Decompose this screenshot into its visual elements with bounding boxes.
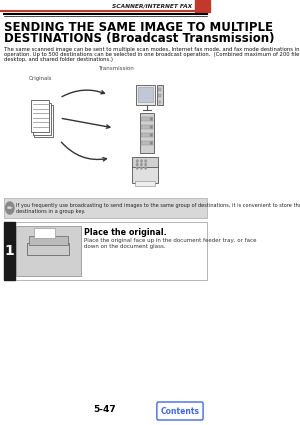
Text: The same scanned image can be sent to multiple scan modes, Internet fax mode, an: The same scanned image can be sent to mu…	[4, 47, 300, 52]
Text: DESTINATIONS (Broadcast Transmission): DESTINATIONS (Broadcast Transmission)	[4, 31, 275, 45]
FancyBboxPatch shape	[34, 105, 52, 137]
FancyBboxPatch shape	[158, 88, 161, 91]
Text: Contents: Contents	[160, 406, 200, 416]
Circle shape	[141, 160, 142, 162]
Text: Place the original.: Place the original.	[84, 228, 167, 237]
Circle shape	[145, 167, 146, 169]
Circle shape	[151, 142, 152, 144]
FancyBboxPatch shape	[142, 141, 153, 145]
Circle shape	[141, 164, 142, 165]
Text: 5-47: 5-47	[94, 405, 116, 414]
Circle shape	[151, 118, 152, 120]
FancyBboxPatch shape	[4, 222, 207, 280]
Circle shape	[136, 167, 138, 169]
Text: Place the original face up in the document feeder tray, or face: Place the original face up in the docume…	[84, 238, 256, 243]
FancyBboxPatch shape	[34, 228, 55, 238]
Text: Transmission: Transmission	[98, 65, 134, 71]
Circle shape	[141, 167, 142, 169]
Bar	[4, 222, 15, 280]
Text: ✏: ✏	[7, 205, 13, 211]
FancyBboxPatch shape	[142, 125, 153, 129]
Circle shape	[145, 160, 146, 162]
FancyBboxPatch shape	[31, 100, 49, 132]
FancyBboxPatch shape	[27, 243, 69, 255]
FancyBboxPatch shape	[16, 226, 80, 276]
Circle shape	[136, 164, 138, 165]
Text: desktop, and shared folder destinations.): desktop, and shared folder destinations.…	[4, 57, 113, 62]
FancyBboxPatch shape	[142, 133, 153, 137]
FancyBboxPatch shape	[132, 157, 158, 167]
FancyBboxPatch shape	[29, 236, 68, 245]
FancyBboxPatch shape	[158, 94, 161, 96]
Text: If you frequently use broadcasting to send images to the same group of destinati: If you frequently use broadcasting to se…	[16, 203, 300, 208]
FancyBboxPatch shape	[157, 85, 163, 105]
Text: SCANNER/INTERNET FAX: SCANNER/INTERNET FAX	[112, 3, 193, 8]
FancyBboxPatch shape	[157, 402, 203, 420]
Text: operation. Up to 500 destinations can be selected in one broadcast operation.  (: operation. Up to 500 destinations can be…	[4, 52, 300, 57]
FancyBboxPatch shape	[140, 113, 154, 153]
FancyBboxPatch shape	[132, 165, 158, 183]
FancyBboxPatch shape	[33, 103, 51, 135]
Circle shape	[136, 160, 138, 162]
Circle shape	[151, 126, 152, 128]
Circle shape	[145, 164, 146, 165]
FancyBboxPatch shape	[142, 117, 153, 121]
FancyBboxPatch shape	[136, 85, 155, 105]
Circle shape	[6, 202, 14, 214]
FancyBboxPatch shape	[138, 87, 153, 102]
Text: SENDING THE SAME IMAGE TO MULTIPLE: SENDING THE SAME IMAGE TO MULTIPLE	[4, 20, 273, 34]
Text: 1: 1	[4, 244, 14, 258]
Bar	[195, 0, 210, 12]
Text: down on the document glass.: down on the document glass.	[84, 244, 166, 249]
FancyBboxPatch shape	[4, 198, 207, 218]
FancyBboxPatch shape	[135, 181, 155, 186]
Circle shape	[151, 134, 152, 136]
Text: destinations in a group key.: destinations in a group key.	[16, 209, 86, 214]
Circle shape	[159, 101, 160, 103]
Text: Originals: Originals	[29, 76, 52, 80]
